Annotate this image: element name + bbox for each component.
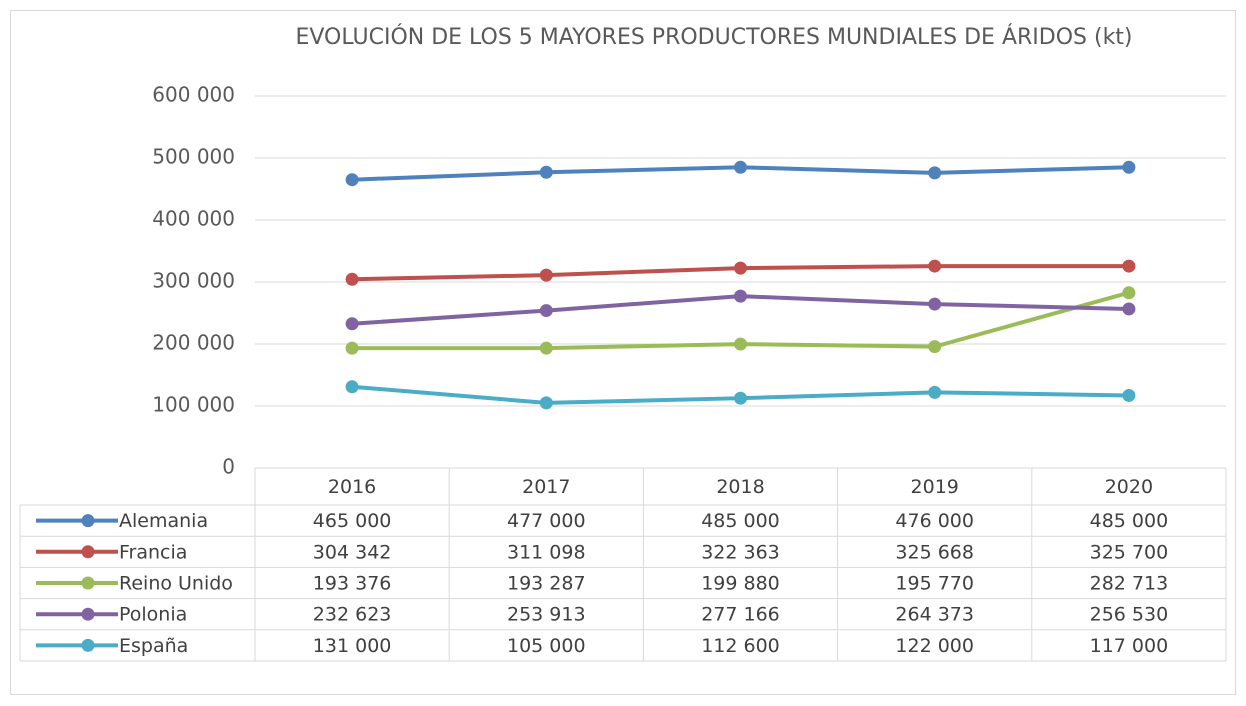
marker (539, 268, 553, 282)
legend-key-marker (81, 545, 95, 559)
marker (539, 165, 553, 179)
marker (1122, 302, 1136, 316)
marker (928, 385, 942, 399)
marker (928, 166, 942, 180)
table-value: 232 623 (313, 604, 392, 626)
legend-key-marker (81, 638, 95, 652)
marker (345, 173, 359, 187)
marker (1122, 388, 1136, 402)
table-value: 325 700 (1090, 541, 1169, 563)
table-value: 304 342 (313, 541, 392, 563)
table-value: 256 530 (1090, 604, 1169, 626)
table-value: 195 770 (895, 573, 974, 595)
table-value: 277 166 (701, 604, 780, 626)
x-tick-label: 2019 (911, 476, 959, 498)
marker (345, 317, 359, 331)
marker (734, 160, 747, 174)
table-value: 477 000 (507, 510, 586, 532)
legend-label: Alemania (119, 510, 208, 532)
marker (345, 380, 359, 394)
table-value: 253 913 (507, 604, 586, 626)
marker (539, 396, 553, 410)
y-tick-label: 0 (222, 455, 235, 479)
table-value: 322 363 (701, 541, 780, 563)
y-tick-label: 600 000 (152, 83, 235, 107)
y-tick-label: 300 000 (152, 269, 235, 293)
table-value: 193 287 (507, 573, 586, 595)
legend-key-marker (81, 607, 95, 621)
marker (734, 261, 747, 275)
table-value: 105 000 (507, 635, 586, 657)
table-value: 112 600 (701, 635, 780, 657)
table-value: 131 000 (313, 635, 392, 657)
table-value: 282 713 (1090, 573, 1169, 595)
legend-label: Polonia (119, 604, 187, 626)
x-tick-label: 2020 (1105, 476, 1153, 498)
y-tick-label: 100 000 (152, 393, 235, 417)
legend-label: España (119, 635, 188, 657)
table-value: 122 000 (895, 635, 974, 657)
table-value: 117 000 (1090, 635, 1169, 657)
legend-key-marker (81, 514, 95, 528)
marker (1122, 259, 1136, 273)
table-value: 311 098 (507, 541, 586, 563)
marker (734, 391, 747, 405)
table-value: 485 000 (701, 510, 780, 532)
marker (928, 297, 942, 311)
table-value: 199 880 (701, 573, 780, 595)
x-tick-label: 2018 (716, 476, 764, 498)
x-tick-label: 2016 (328, 476, 376, 498)
marker (345, 341, 359, 355)
table-value: 465 000 (313, 510, 392, 532)
y-tick-label: 400 000 (152, 207, 235, 231)
legend-label: Reino Unido (119, 573, 233, 595)
legend-key-marker (81, 576, 95, 590)
marker (1122, 286, 1136, 300)
marker (928, 340, 942, 354)
table-value: 476 000 (895, 510, 974, 532)
chart-title: EVOLUCIÓN DE LOS 5 MAYORES PRODUCTORES M… (295, 24, 1132, 50)
marker (539, 304, 553, 318)
table-value: 193 376 (313, 573, 392, 595)
marker (345, 272, 359, 286)
legend-label: Francia (119, 541, 187, 563)
table-value: 325 668 (895, 541, 974, 563)
marker (734, 337, 747, 351)
table-value: 485 000 (1090, 510, 1169, 532)
marker (928, 259, 942, 273)
y-tick-label: 200 000 (152, 331, 235, 355)
marker (1122, 160, 1136, 174)
x-tick-label: 2017 (522, 476, 570, 498)
y-tick-label: 500 000 (152, 145, 235, 169)
marker (734, 289, 747, 303)
table-value: 264 373 (895, 604, 974, 626)
marker (539, 341, 553, 355)
